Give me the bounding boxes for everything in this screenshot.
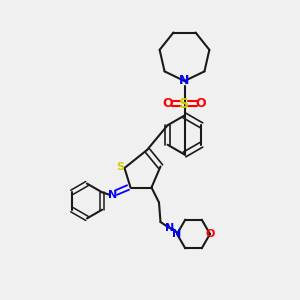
Text: N: N	[108, 190, 117, 200]
Text: S: S	[116, 161, 124, 172]
Text: N: N	[165, 223, 174, 233]
Text: O: O	[163, 97, 173, 110]
Text: O: O	[205, 229, 215, 239]
Text: N: N	[172, 229, 182, 239]
Text: S: S	[179, 97, 190, 110]
Text: N: N	[179, 74, 190, 88]
Text: O: O	[196, 97, 206, 110]
